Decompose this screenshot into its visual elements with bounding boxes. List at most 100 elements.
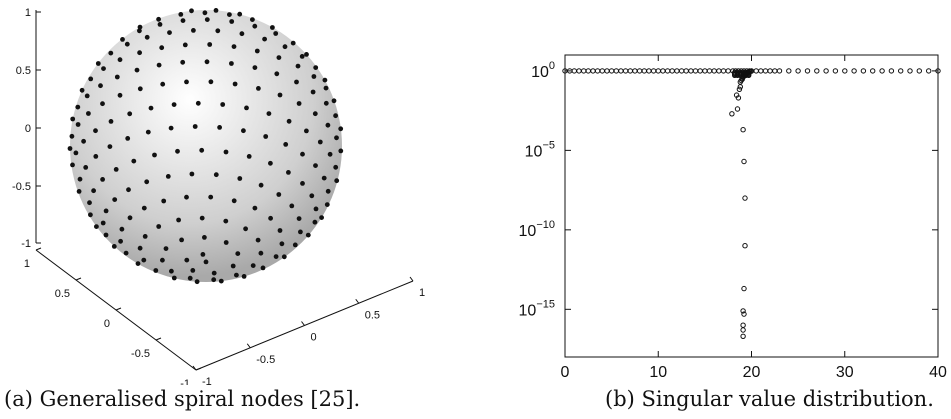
singular-value-point <box>585 68 592 74</box>
singular-value-point <box>742 243 748 249</box>
spiral-node <box>179 237 185 243</box>
x-tick <box>115 307 122 311</box>
y-tick <box>192 365 197 371</box>
spiral-node <box>299 54 305 59</box>
spiral-node <box>204 59 210 65</box>
spiral-node <box>103 208 109 214</box>
spiral-node <box>153 268 159 273</box>
spiral-node <box>309 193 315 199</box>
spiral-node <box>100 101 105 107</box>
spiral-node <box>200 252 206 257</box>
spiral-node <box>277 92 283 98</box>
spiral-node <box>223 218 229 224</box>
singular-value-point <box>740 308 746 314</box>
spiral-node <box>156 16 162 22</box>
spiral-node <box>157 22 163 27</box>
spiral-node <box>230 263 236 269</box>
y-tick-label: -0.5 <box>256 354 275 366</box>
singular-value-point <box>622 68 629 74</box>
singular-value-point <box>576 68 582 74</box>
spiral-node <box>88 76 94 82</box>
spiral-node <box>204 17 210 22</box>
spiral-node <box>91 188 96 194</box>
singular-value-point <box>767 68 773 74</box>
singular-value-point <box>734 72 741 79</box>
spiral-node <box>189 8 194 14</box>
singular-value-point <box>594 68 601 74</box>
spiral-node <box>70 162 75 168</box>
spiral-node <box>182 42 188 48</box>
spiral-node <box>304 52 309 57</box>
singular-value-point <box>716 68 722 74</box>
spiral-node <box>231 44 237 49</box>
spiral-node <box>137 50 143 56</box>
spiral-node <box>93 128 98 134</box>
spiral-node <box>255 237 261 243</box>
x-tick <box>35 247 42 251</box>
singular-value-point <box>776 68 783 74</box>
singular-value-point <box>753 68 759 74</box>
spiral-node <box>184 194 189 200</box>
spiral-node <box>107 144 113 150</box>
spiral-node <box>123 250 129 256</box>
x-tick-label: 10 <box>649 364 667 381</box>
singular-value-point <box>711 68 717 74</box>
singular-value-point <box>772 68 778 74</box>
spiral-node <box>252 205 258 211</box>
spiral-node <box>142 234 148 239</box>
singular-value-point <box>804 68 811 74</box>
spiral-node <box>167 30 172 35</box>
singular-value-point <box>860 68 867 74</box>
spiral-node <box>175 148 180 154</box>
spiral-node <box>273 31 279 36</box>
singular-value-plot: 0 10 20 30 40 100 10−5 10−10 10−15 <box>519 54 947 381</box>
singular-value-point <box>720 68 727 74</box>
singular-value-point <box>916 68 922 74</box>
spiral-node <box>195 100 201 106</box>
spiral-node <box>232 81 238 87</box>
singular-value-point <box>743 72 749 79</box>
spiral-node <box>295 63 301 69</box>
spiral-node <box>192 124 198 129</box>
spiral-node <box>120 37 125 42</box>
spiral-node <box>300 151 305 157</box>
spiral-node <box>213 172 219 178</box>
spiral-node <box>202 10 208 16</box>
z-tick-label: -0.5 <box>12 181 31 193</box>
spiral-node <box>211 277 217 283</box>
singular-value-point <box>795 68 801 74</box>
singular-value-point <box>692 68 699 74</box>
y-tick-label: 10−10 <box>519 219 555 240</box>
spiral-node <box>184 257 190 263</box>
singular-value-point <box>741 158 747 165</box>
spiral-node <box>76 189 82 194</box>
spiral-node <box>294 79 299 85</box>
spiral-node <box>325 188 331 194</box>
singular-value-point <box>736 86 743 93</box>
spiral-node <box>310 89 316 95</box>
spiral-node <box>83 165 89 170</box>
singular-value-point <box>823 68 829 74</box>
spiral-node <box>180 18 186 23</box>
x-tick-label: 1 <box>24 258 30 270</box>
spiral-node <box>276 55 282 60</box>
x-tick-label: -1 <box>180 378 190 385</box>
spiral-node <box>331 98 337 104</box>
singular-value-point <box>740 333 746 339</box>
x-tick-label: 40 <box>929 364 947 381</box>
caption-a: (a) Generalised spiral nodes [25]. <box>4 387 361 411</box>
singular-value-point <box>702 68 708 74</box>
spiral-node <box>312 219 318 225</box>
spiral-node <box>333 113 338 119</box>
spiral-node <box>312 111 318 117</box>
spiral-node <box>317 139 323 145</box>
spiral-node <box>126 187 131 193</box>
singular-value-point <box>926 68 932 74</box>
spiral-node <box>229 19 235 24</box>
y-tick <box>246 343 251 349</box>
spiral-node <box>141 205 147 211</box>
singular-value-point <box>762 68 769 74</box>
spiral-node <box>218 278 224 284</box>
spiral-node <box>290 40 296 46</box>
spiral-node <box>103 232 109 238</box>
